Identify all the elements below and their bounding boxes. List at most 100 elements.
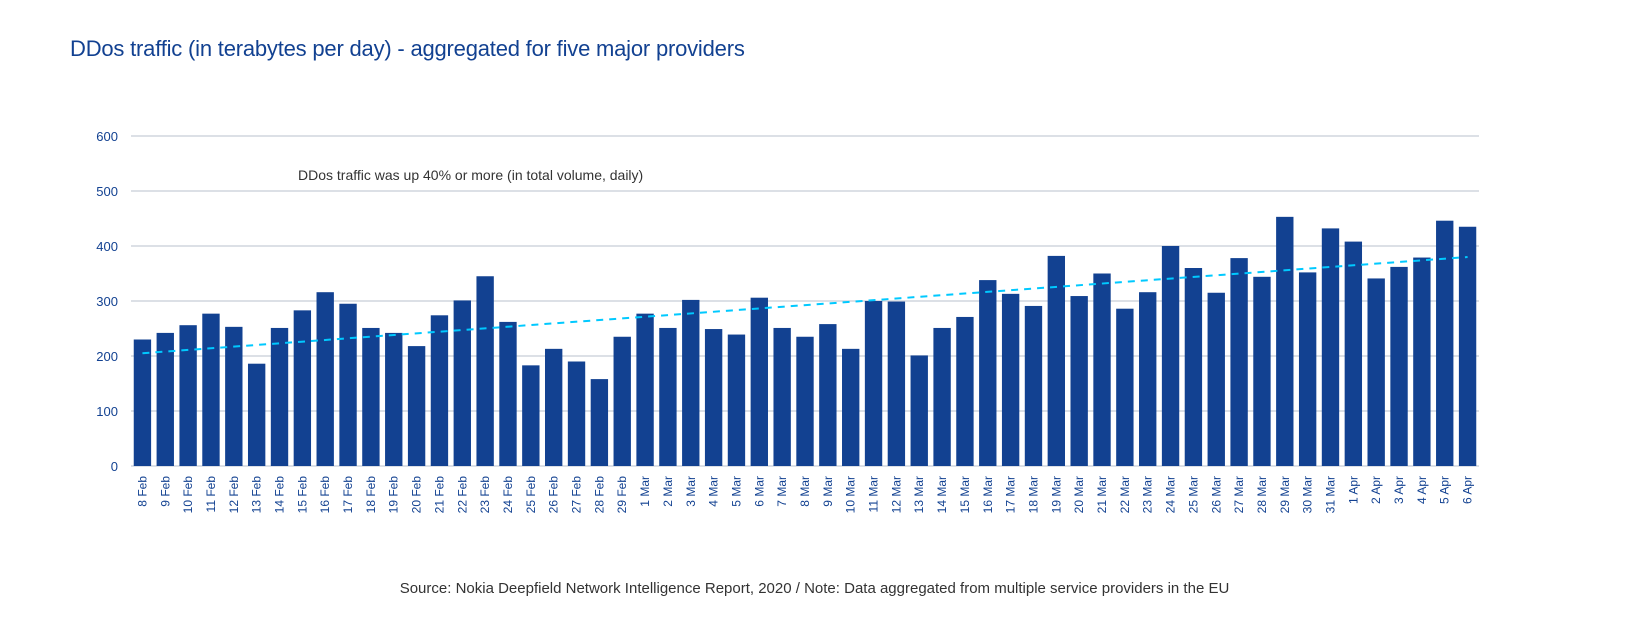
bar (407, 346, 426, 466)
bar (1207, 292, 1225, 466)
x-tick-label: 25 Mar (1186, 476, 1200, 513)
x-tick-label: 13 Feb (250, 476, 264, 514)
bar (567, 361, 586, 466)
bar (659, 327, 677, 466)
x-tick-label: 1 Mar (638, 476, 652, 507)
x-tick-label: 18 Feb (364, 476, 378, 514)
bar (956, 316, 974, 466)
x-tick-label: 6 Mar (752, 476, 766, 507)
x-tick-label: 22 Feb (455, 476, 469, 514)
x-tick-label: 20 Mar (1072, 476, 1086, 513)
bar (887, 301, 906, 466)
bar (499, 321, 517, 466)
bar (796, 336, 814, 466)
bar (1116, 308, 1134, 466)
x-tick-label: 14 Feb (273, 476, 287, 514)
bar (773, 327, 791, 466)
bar (339, 303, 357, 466)
bar (179, 325, 197, 466)
bar (1139, 292, 1157, 466)
x-tick-label: 17 Feb (341, 476, 355, 514)
bar (362, 327, 380, 466)
x-tick-label: 6 Apr (1461, 476, 1475, 504)
bar (385, 332, 403, 466)
bar (1344, 241, 1363, 466)
x-tick-label: 2 Mar (661, 476, 675, 507)
x-tick-label: 9 Mar (821, 476, 835, 507)
y-axis-ticks: 0 100 200 300 400 500 600 (96, 129, 118, 474)
bar (979, 280, 997, 466)
x-tick-label: 22 Mar (1118, 476, 1132, 513)
bar (270, 327, 289, 466)
y-tick-label: 100 (96, 404, 118, 419)
x-tick-label: 4 Apr (1415, 476, 1429, 504)
bar (864, 301, 883, 466)
trend-line (142, 256, 1468, 355)
x-tick-label: 8 Feb (135, 476, 149, 507)
bar (316, 292, 334, 466)
x-tick-label: 30 Mar (1301, 476, 1315, 513)
bar (1253, 276, 1271, 466)
x-tick-label: 12 Feb (227, 476, 241, 514)
x-tick-label: 3 Mar (684, 476, 698, 507)
x-tick-label: 10 Mar (844, 476, 858, 513)
bar (1413, 257, 1431, 466)
y-tick-label: 600 (96, 129, 118, 144)
x-tick-label: 12 Mar (889, 476, 903, 513)
bar (682, 299, 700, 466)
x-tick-label: 27 Mar (1232, 476, 1246, 513)
x-tick-label: 16 Mar (981, 476, 995, 513)
x-tick-label: 4 Mar (707, 476, 721, 507)
bar (590, 379, 609, 466)
bar (1047, 255, 1066, 466)
bar (1093, 273, 1111, 466)
bar (750, 297, 768, 466)
bar (225, 326, 243, 466)
x-tick-label: 5 Mar (729, 476, 743, 507)
x-tick-label: 24 Mar (1164, 476, 1178, 513)
bar (293, 310, 312, 466)
bar (1184, 268, 1203, 466)
x-tick-label: 29 Feb (615, 476, 629, 514)
x-tick-label: 24 Feb (501, 476, 515, 514)
bar (1276, 216, 1294, 466)
x-tick-label: 23 Feb (478, 476, 492, 514)
x-tick-label: 18 Mar (1026, 476, 1040, 513)
bar (247, 363, 266, 466)
x-tick-label: 19 Feb (387, 476, 401, 514)
bar (933, 327, 951, 466)
y-tick-label: 200 (96, 349, 118, 364)
x-tick-label: 11 Feb (204, 476, 218, 513)
bar (156, 332, 174, 466)
x-tick-label: 26 Mar (1209, 476, 1223, 513)
bar (819, 324, 837, 466)
bar (910, 355, 928, 466)
x-tick-label: 21 Mar (1095, 476, 1109, 513)
x-tick-label: 11 Mar (867, 476, 881, 512)
bar (133, 339, 152, 466)
x-tick-label: 16 Feb (318, 476, 332, 514)
x-tick-label: 23 Mar (1141, 476, 1155, 513)
x-tick-label: 15 Mar (958, 476, 972, 513)
bar (476, 276, 494, 466)
x-tick-label: 15 Feb (295, 476, 309, 514)
x-tick-label: 29 Mar (1278, 476, 1292, 513)
bar (430, 315, 449, 466)
x-tick-label: 14 Mar (935, 476, 949, 513)
bar (1458, 226, 1477, 466)
x-tick-label: 31 Mar (1323, 476, 1337, 513)
y-tick-label: 500 (96, 184, 118, 199)
bar (1436, 220, 1454, 466)
bar (1298, 272, 1317, 466)
bar (1070, 296, 1088, 466)
x-axis-ticks: 8 Feb 9 Feb 10 Feb 11 Feb 12 Feb 13 Feb 14 Feb… (135, 476, 1474, 514)
x-tick-label: 21 Feb (432, 476, 446, 514)
x-tick-label: 19 Mar (1049, 476, 1063, 513)
chart-title: DDos traffic (in terabytes per day) - ag… (70, 36, 745, 61)
x-tick-label: 5 Apr (1438, 476, 1452, 504)
bar (1367, 278, 1385, 466)
x-tick-label: 17 Mar (1004, 476, 1018, 513)
x-tick-label: 27 Feb (570, 476, 584, 514)
bar (727, 334, 746, 466)
